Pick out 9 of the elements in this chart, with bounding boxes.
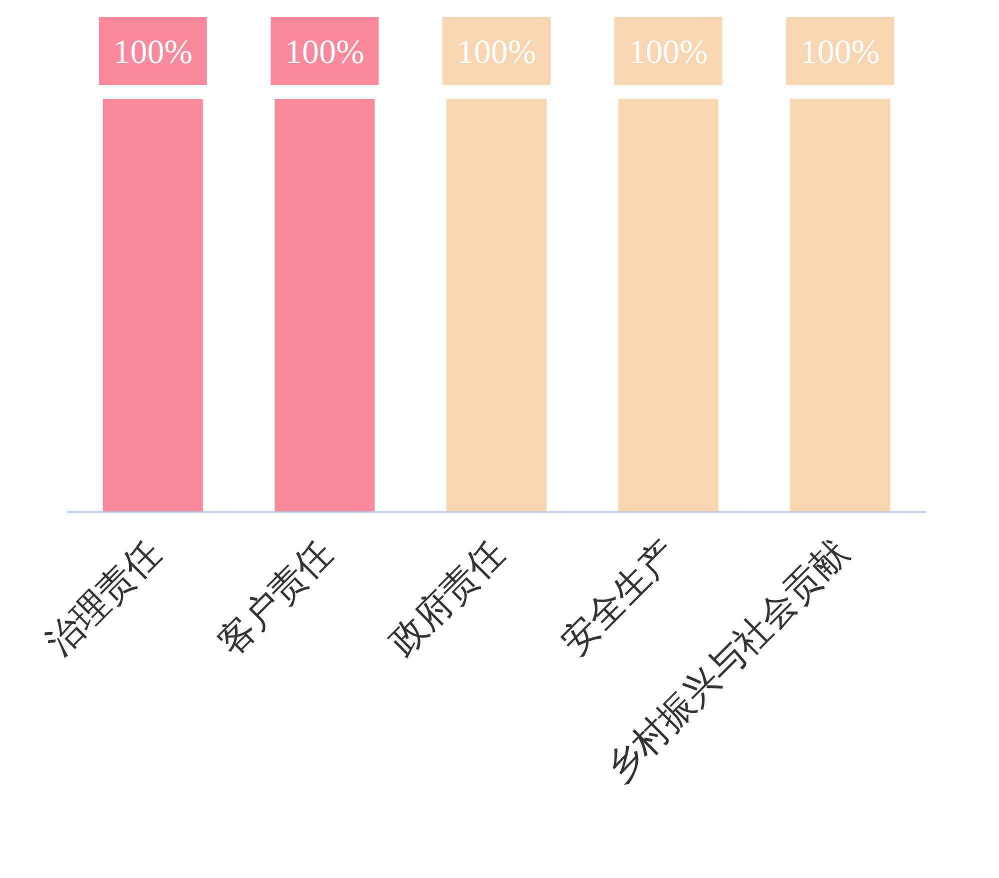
data-label: 100% (800, 34, 880, 71)
data-label: 100% (113, 34, 193, 71)
x-tick-label: 政府责任 (382, 532, 512, 662)
data-label: 100% (285, 34, 364, 71)
x-tick-label: 治理责任 (38, 532, 169, 662)
x-tick-label: 安全生产 (554, 532, 684, 662)
data-label: 100% (456, 34, 536, 71)
x-tick-label: 客户责任 (210, 532, 340, 662)
data-label: 100% (628, 34, 708, 71)
